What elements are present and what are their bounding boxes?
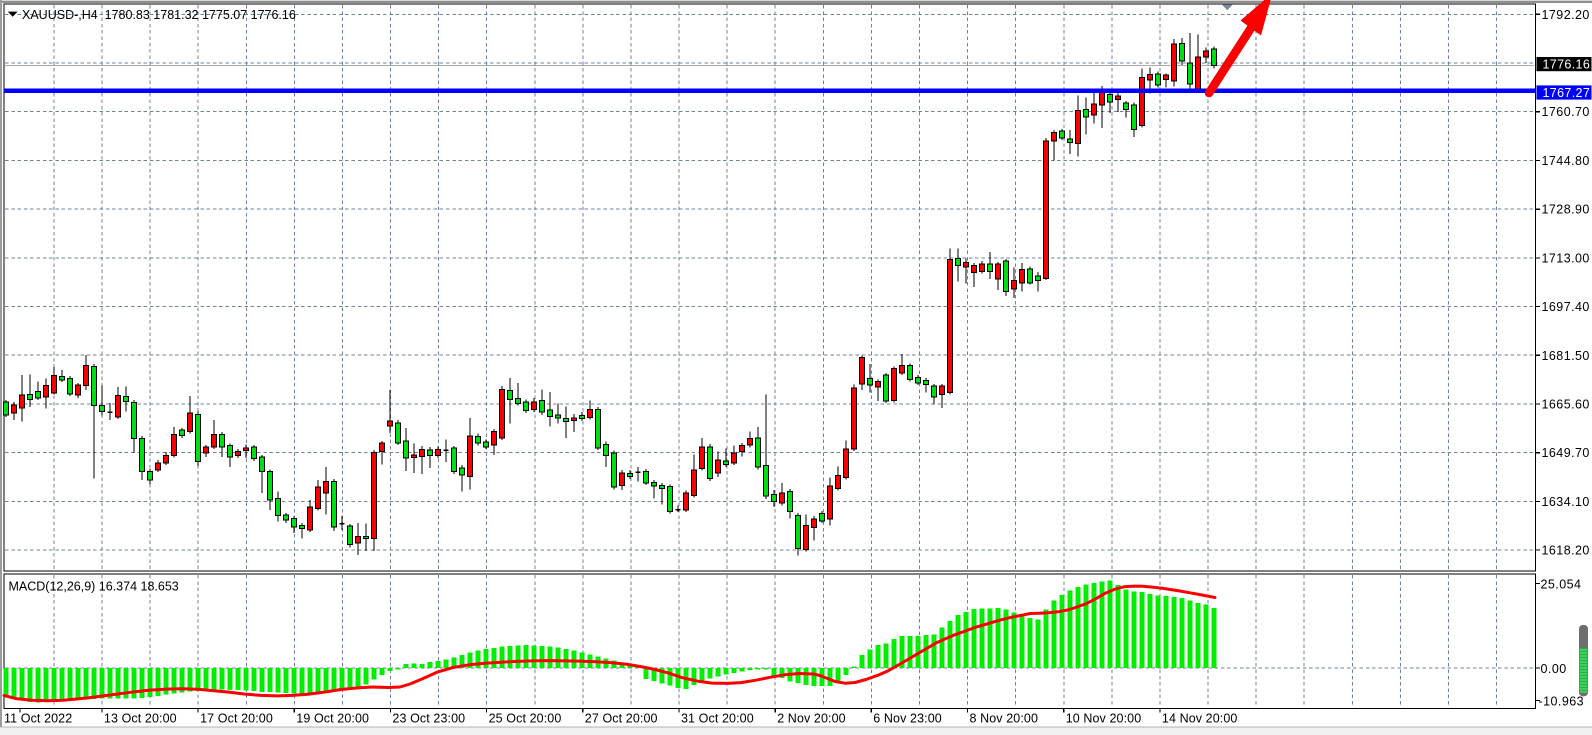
svg-text:1792.20: 1792.20 bbox=[1542, 8, 1590, 22]
svg-text:31 Oct 20:00: 31 Oct 20:00 bbox=[681, 712, 754, 726]
svg-text:1776.16: 1776.16 bbox=[1543, 57, 1591, 71]
svg-text:1665.60: 1665.60 bbox=[1542, 398, 1590, 412]
svg-text:1649.70: 1649.70 bbox=[1542, 446, 1590, 460]
svg-text:XAUUSD-,H4 1780.83 1781.32 17: XAUUSD-,H4 1780.83 1781.32 1775.07 1776.… bbox=[22, 8, 296, 22]
svg-text:1760.70: 1760.70 bbox=[1542, 105, 1590, 119]
svg-text:14 Nov 20:00: 14 Nov 20:00 bbox=[1162, 712, 1238, 726]
svg-text:1767.27: 1767.27 bbox=[1543, 86, 1591, 100]
svg-text:0.00: 0.00 bbox=[1541, 662, 1567, 676]
svg-text:13 Oct 20:00: 13 Oct 20:00 bbox=[104, 712, 177, 726]
svg-text:27 Oct 20:00: 27 Oct 20:00 bbox=[585, 712, 658, 726]
svg-text:-10.963: -10.963 bbox=[1539, 695, 1585, 709]
svg-text:25 Oct 20:00: 25 Oct 20:00 bbox=[489, 712, 562, 726]
svg-text:1634.10: 1634.10 bbox=[1542, 495, 1590, 509]
svg-text:6 Nov 23:00: 6 Nov 23:00 bbox=[873, 712, 942, 726]
svg-text:1713.00: 1713.00 bbox=[1542, 251, 1590, 265]
svg-text:1618.20: 1618.20 bbox=[1542, 544, 1590, 558]
svg-text:17 Oct 20:00: 17 Oct 20:00 bbox=[200, 712, 273, 726]
svg-text:8 Nov 20:00: 8 Nov 20:00 bbox=[970, 712, 1039, 726]
svg-text:2 Nov 20:00: 2 Nov 20:00 bbox=[777, 712, 846, 726]
svg-text:1697.40: 1697.40 bbox=[1542, 300, 1590, 314]
svg-text:19 Oct 20:00: 19 Oct 20:00 bbox=[296, 712, 369, 726]
svg-text:1744.80: 1744.80 bbox=[1542, 154, 1590, 168]
svg-text:25.054: 25.054 bbox=[1541, 578, 1582, 592]
svg-text:MACD(12,26,9) 16.374 18.653: MACD(12,26,9) 16.374 18.653 bbox=[9, 580, 179, 594]
svg-text:23 Oct 23:00: 23 Oct 23:00 bbox=[392, 712, 465, 726]
svg-text:1681.50: 1681.50 bbox=[1542, 349, 1590, 363]
svg-text:1728.90: 1728.90 bbox=[1542, 203, 1590, 217]
svg-text:10 Nov 20:00: 10 Nov 20:00 bbox=[1066, 712, 1142, 726]
svg-text:11 Oct 2022: 11 Oct 2022 bbox=[4, 712, 72, 726]
